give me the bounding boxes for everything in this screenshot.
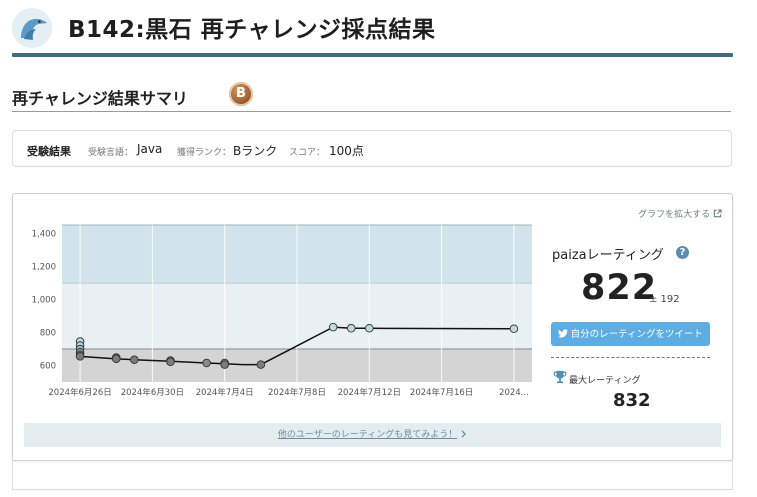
rating-point <box>75 352 85 361</box>
expand-graph-label: グラフを拡大する <box>638 210 711 220</box>
score-value: 100点 <box>329 144 364 158</box>
rank-badge: B <box>229 82 253 106</box>
rating-point <box>328 322 338 332</box>
x-tick-label: 2024年6月26日 <box>48 387 111 398</box>
tweet-button-label: 自分のレーティングをツイート <box>570 329 704 340</box>
rating-divider <box>551 357 710 358</box>
y-tick-label: 600 <box>40 361 56 371</box>
rating-point <box>166 357 175 367</box>
rating-point <box>346 324 356 333</box>
x-tick-label: 2024年7月8日 <box>268 387 326 398</box>
rating-point <box>365 324 374 333</box>
score-label: スコア： <box>289 148 326 158</box>
x-tick-label: 2024年6月30日 <box>121 387 184 398</box>
external-link-icon <box>713 209 722 218</box>
title-divider <box>12 53 733 57</box>
language-value: Java <box>137 142 163 156</box>
rating-value: 822 <box>581 268 658 308</box>
section-divider <box>12 111 731 112</box>
page-header: B142:黒石 再チャレンジ採点結果 <box>0 0 757 60</box>
x-tick-label: 2024年7月4日 <box>196 387 254 398</box>
expand-graph-link[interactable]: グラフを拡大する <box>638 207 722 220</box>
rating-point <box>130 355 139 364</box>
result-summary-box: 受験結果 受験言語： Java 獲得ランク： Bランク スコア： 100点 <box>12 130 732 167</box>
rating-deviation: ± 192 <box>649 294 680 305</box>
summary-section-title: 再チャレンジ結果サマリ <box>12 89 188 108</box>
rank-value: Bランク <box>233 144 278 158</box>
y-tick-label: 1,000 <box>32 295 56 305</box>
trophy-icon <box>553 370 567 384</box>
others-rating-link[interactable]: 他のユーザーのレーティングも見てみよう！ <box>24 423 721 447</box>
rating-point <box>220 360 229 369</box>
panel-bottom-area <box>12 460 733 490</box>
rating-title: paizaレーティング <box>552 248 664 263</box>
rating-point <box>256 360 266 369</box>
chevron-right-icon <box>461 430 467 438</box>
rating-chart: 600 800 1,000 1,200 1,400 2024年6月26日 2024年6月3… <box>32 224 532 398</box>
rating-point <box>202 358 211 368</box>
others-rating-link-label: 他のユーザーのレーティングも見てみよう！ <box>277 430 458 440</box>
max-rating-label: 最大レーティング <box>569 376 641 386</box>
y-tick-label: 1,200 <box>32 262 56 272</box>
paiza-logo-icon <box>12 8 52 48</box>
help-icon[interactable]: ? <box>676 246 689 259</box>
y-tick-label: 1,400 <box>32 229 56 239</box>
max-rating-value: 832 <box>613 390 651 411</box>
rating-point <box>509 324 519 334</box>
language-label: 受験言語： <box>88 148 134 158</box>
page-title: B142:黒石 再チャレンジ採点結果 <box>68 17 436 43</box>
y-tick-label: 800 <box>40 328 56 338</box>
twitter-icon <box>557 329 568 338</box>
x-tick-label: 2024... <box>499 388 529 398</box>
rank-label: 獲得ランク： <box>177 148 232 158</box>
x-tick-label: 2024年7月12日 <box>338 387 401 398</box>
x-tick-label: 2024年7月16日 <box>410 387 473 398</box>
summary-heading: 受験結果 <box>27 145 71 158</box>
rating-point <box>111 354 121 364</box>
tweet-rating-button[interactable]: 自分のレーティングをツイート <box>551 322 710 346</box>
